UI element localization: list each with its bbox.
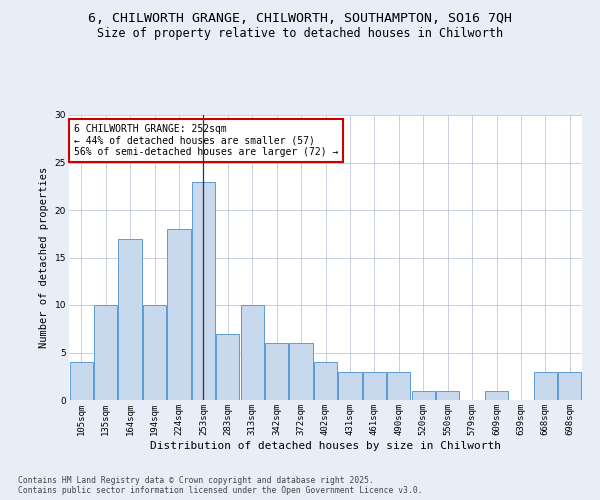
X-axis label: Distribution of detached houses by size in Chilworth: Distribution of detached houses by size … (150, 440, 501, 450)
Bar (118, 238, 142, 400)
Bar (485, 390, 508, 400)
Bar (363, 372, 386, 400)
Text: Size of property relative to detached houses in Chilworth: Size of property relative to detached ho… (97, 28, 503, 40)
Bar (314, 362, 337, 400)
Bar (412, 390, 435, 400)
Text: 6, CHILWORTH GRANGE, CHILWORTH, SOUTHAMPTON, SO16 7QH: 6, CHILWORTH GRANGE, CHILWORTH, SOUTHAMP… (88, 12, 512, 26)
Bar (94, 305, 117, 400)
Bar (265, 343, 288, 400)
Text: Contains HM Land Registry data © Crown copyright and database right 2025.
Contai: Contains HM Land Registry data © Crown c… (18, 476, 422, 495)
Bar (558, 372, 581, 400)
Bar (387, 372, 410, 400)
Bar (241, 305, 264, 400)
Bar (143, 305, 166, 400)
Bar (289, 343, 313, 400)
Bar (436, 390, 459, 400)
Bar (534, 372, 557, 400)
Bar (192, 182, 215, 400)
Bar (338, 372, 362, 400)
Bar (167, 229, 191, 400)
Bar (216, 334, 239, 400)
Y-axis label: Number of detached properties: Number of detached properties (39, 167, 49, 348)
Bar (70, 362, 93, 400)
Text: 6 CHILWORTH GRANGE: 252sqm
← 44% of detached houses are smaller (57)
56% of semi: 6 CHILWORTH GRANGE: 252sqm ← 44% of deta… (74, 124, 338, 157)
